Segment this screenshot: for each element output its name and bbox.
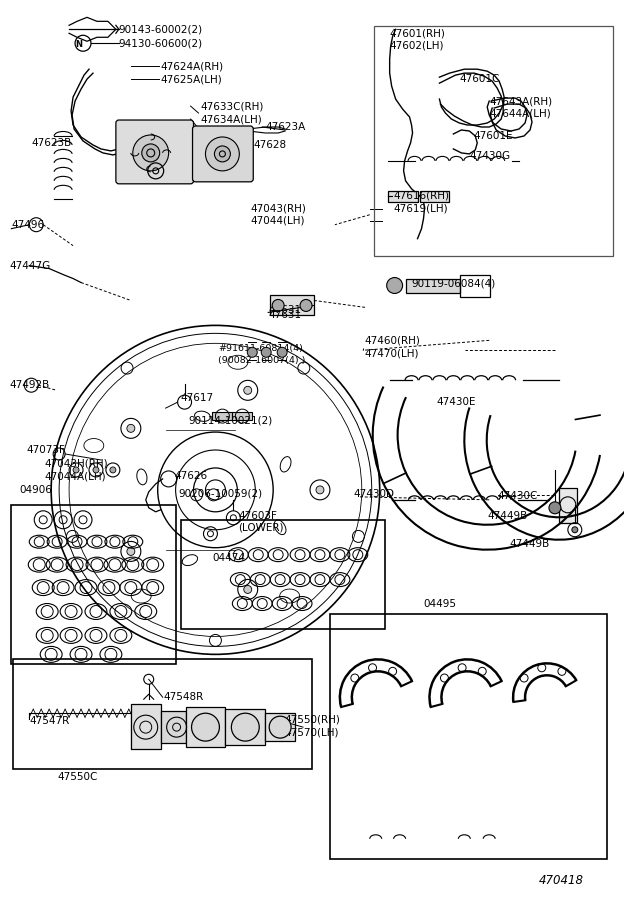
Ellipse shape	[231, 713, 259, 741]
Text: 47603F: 47603F	[238, 511, 278, 521]
Text: 47449B: 47449B	[488, 511, 528, 521]
Text: 47625A(LH): 47625A(LH)	[161, 74, 222, 84]
Circle shape	[261, 347, 271, 357]
FancyBboxPatch shape	[116, 120, 194, 184]
Text: 47628: 47628	[253, 140, 286, 150]
Text: 90119-06084(4): 90119-06084(4)	[411, 278, 496, 289]
Circle shape	[300, 300, 312, 311]
Text: (90082-16007(4) ): (90082-16007(4) )	[218, 356, 306, 364]
Text: 90114-10021(2): 90114-10021(2)	[189, 415, 272, 425]
Text: 47631: 47631	[268, 305, 301, 315]
Circle shape	[272, 300, 284, 311]
Text: 47624A(RH): 47624A(RH)	[161, 61, 224, 71]
Text: 47617: 47617	[181, 393, 214, 403]
Circle shape	[206, 137, 239, 171]
Bar	[232, 412, 253, 420]
Bar	[265, 713, 295, 741]
Text: 47460(RH): 47460(RH)	[365, 336, 421, 346]
Bar	[13, 660, 312, 769]
Text: 47547R: 47547R	[29, 716, 69, 726]
Text: 47550C: 47550C	[57, 772, 98, 782]
Text: 47643A(RH): 47643A(RH)	[489, 96, 552, 106]
Text: 47447G: 47447G	[9, 261, 51, 271]
Bar	[419, 191, 449, 202]
Bar	[213, 412, 232, 420]
Text: 90206-10059(2): 90206-10059(2)	[179, 489, 262, 499]
Circle shape	[110, 467, 116, 472]
Text: 47623B: 47623B	[31, 138, 71, 148]
Text: 47570(LH): 47570(LH)	[284, 727, 339, 737]
Text: 47430G: 47430G	[469, 151, 511, 161]
Text: 47550(RH): 47550(RH)	[284, 715, 340, 724]
FancyBboxPatch shape	[192, 126, 253, 182]
Text: 47043(RH): 47043(RH)	[250, 203, 306, 213]
Circle shape	[549, 502, 561, 514]
Text: 47603F: 47603F	[149, 161, 188, 171]
Text: (UPPER): (UPPER)	[149, 173, 191, 183]
Bar	[270, 295, 314, 315]
Bar	[131, 704, 161, 749]
Circle shape	[316, 486, 324, 494]
Text: 47043H(RH): 47043H(RH)	[44, 459, 108, 469]
Text: 47430C: 47430C	[497, 491, 538, 501]
Bar	[406, 278, 461, 293]
Circle shape	[127, 425, 135, 432]
Text: N: N	[76, 40, 82, 49]
Bar	[559, 488, 577, 523]
Circle shape	[127, 547, 135, 555]
Bar	[330, 615, 607, 859]
Bar	[388, 191, 418, 202]
Text: (LOWER): (LOWER)	[238, 523, 284, 533]
Circle shape	[132, 135, 169, 171]
Circle shape	[73, 467, 79, 472]
Text: 47449B: 47449B	[509, 539, 549, 549]
Text: 47631: 47631	[268, 310, 301, 320]
Text: 04474: 04474	[213, 553, 246, 562]
Bar	[11, 505, 176, 664]
Text: 47601C: 47601C	[459, 74, 500, 84]
Text: 94130-60600(2): 94130-60600(2)	[119, 39, 203, 49]
Text: 47492B: 47492B	[9, 380, 49, 391]
Ellipse shape	[269, 716, 291, 738]
Text: 47616(RH): 47616(RH)	[394, 191, 449, 201]
Circle shape	[387, 277, 402, 293]
Circle shape	[142, 144, 159, 162]
Text: 47619(LH): 47619(LH)	[394, 203, 448, 213]
Text: 47044(LH): 47044(LH)	[250, 216, 305, 226]
Circle shape	[244, 585, 252, 593]
Text: 47601E: 47601E	[473, 131, 512, 141]
Text: 47626: 47626	[174, 471, 208, 481]
Text: 47044A(LH): 47044A(LH)	[44, 472, 106, 482]
Text: 47430D: 47430D	[354, 489, 395, 499]
Text: 470418: 470418	[539, 874, 584, 887]
Circle shape	[214, 146, 231, 162]
Text: 47623A: 47623A	[265, 122, 306, 132]
Text: #91611-60814(4): #91611-60814(4)	[218, 344, 303, 353]
Text: 90143-60002(2): 90143-60002(2)	[119, 24, 203, 34]
Text: 47470(LH): 47470(LH)	[365, 348, 419, 358]
Bar	[226, 709, 265, 745]
Bar	[461, 274, 490, 298]
Circle shape	[248, 347, 258, 357]
Text: 47073F: 47073F	[26, 445, 65, 455]
Circle shape	[572, 526, 578, 533]
Text: 47548R: 47548R	[164, 692, 204, 702]
Text: 47496: 47496	[11, 220, 44, 230]
Bar	[181, 520, 384, 629]
Text: 47601(RH): 47601(RH)	[389, 28, 446, 39]
Text: 47634A(LH): 47634A(LH)	[201, 114, 262, 124]
Bar	[186, 707, 226, 747]
Circle shape	[93, 467, 99, 472]
Circle shape	[244, 386, 252, 394]
Text: 47602(LH): 47602(LH)	[389, 40, 444, 50]
Ellipse shape	[191, 713, 219, 741]
Text: 47644A(LH): 47644A(LH)	[489, 108, 551, 118]
Text: 47633C(RH): 47633C(RH)	[201, 101, 264, 111]
Text: 04495: 04495	[424, 598, 456, 608]
Bar	[374, 26, 612, 256]
Bar	[161, 711, 186, 743]
Text: 47430E: 47430E	[436, 397, 476, 407]
Circle shape	[277, 347, 287, 357]
Text: 04906: 04906	[19, 485, 52, 495]
